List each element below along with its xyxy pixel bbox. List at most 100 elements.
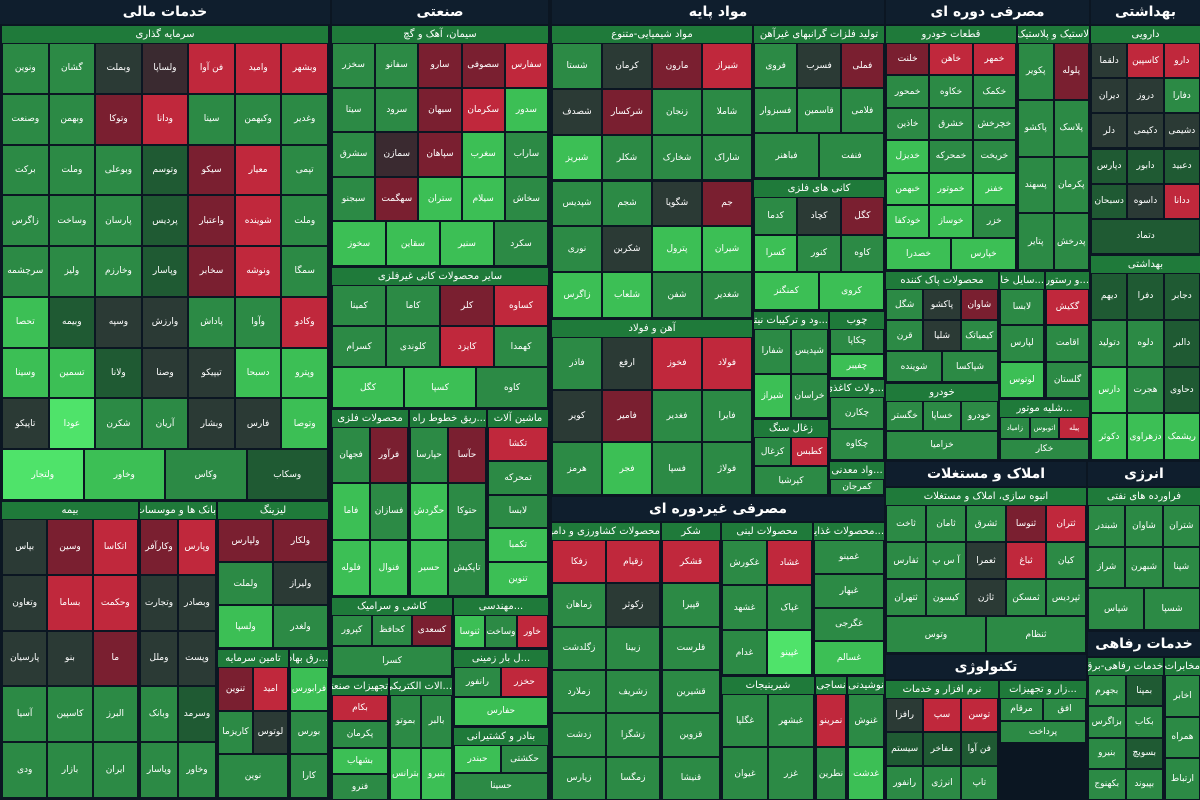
tile: شبندر (1088, 505, 1126, 547)
tile: دپارس (1091, 148, 1128, 184)
group-title: لیزینگ (218, 502, 328, 519)
tile: دکوثر (1091, 413, 1128, 460)
group-title: بهداشتی (1091, 256, 1200, 273)
group: ...مهندسی خاور وساخت ثنوسا (454, 598, 548, 648)
tile: زاگرس (552, 272, 602, 318)
tile: دالبر (1163, 319, 1200, 367)
tile: فسرب (797, 43, 841, 88)
tile: کاما (386, 285, 440, 326)
tile: وسین (47, 519, 93, 575)
group-title: شکر (662, 523, 720, 540)
group-title: فراورده های نفتی (1088, 488, 1200, 505)
tile: برکت (2, 144, 49, 196)
tile: بکاب (1125, 706, 1163, 738)
tile: فخوز (652, 337, 702, 390)
tile: وبملت (95, 43, 142, 94)
tile: سدور (504, 87, 548, 133)
tile: فاذر (552, 337, 602, 390)
tile: کرمان (602, 43, 652, 89)
tile: پکویر (1018, 43, 1054, 100)
tile: خکاوه (929, 75, 973, 108)
tile: کاریزما (218, 710, 253, 755)
tile: شپاکسا (942, 351, 998, 382)
tile: وارزش (141, 296, 189, 348)
tile: ثامان (926, 505, 966, 542)
group-title: ...رق بهادار (290, 650, 328, 667)
group: شیرینیجات غبشهر غگلپا غزر غیوان (722, 677, 814, 800)
tile: شبریز (552, 134, 602, 181)
tile: مرقام (1000, 698, 1043, 721)
tile: اتوبوس (1029, 417, 1060, 439)
tile: نوری (552, 226, 602, 273)
group: بنادر و کشتیرانی حکشتی حبندر حسینا (454, 728, 548, 800)
tile: شلعاب (602, 272, 652, 318)
tile: زگلدشت (552, 626, 606, 670)
group: سرمایه گذاری وبشهر وامید فن آوا ولساپا وبملت گ… (2, 26, 328, 500)
tile: سیتا (332, 87, 376, 133)
group-title: ...واد معدنی (830, 462, 884, 479)
tile: وکبهمن (234, 93, 282, 145)
tile: پیله (1059, 417, 1089, 439)
group-title: خودرو (886, 384, 998, 401)
tile: دیهم (1091, 273, 1128, 320)
tile: شکرن (95, 398, 142, 450)
tile: داسوه (1127, 183, 1164, 219)
tile: تیپیکو (188, 347, 235, 399)
tile: کروی (819, 272, 884, 310)
tile: بپیوند (1125, 768, 1163, 800)
tile: وملت (48, 144, 96, 196)
group: خدمات رفاهی-برق بمپنا بجهرم بکاب بزاگرس بسویچ… (1088, 658, 1163, 800)
tile: بنیرو (1088, 737, 1126, 769)
group: مواد شیمیایی-متنوع شیراز مارون کرمان شستا شام… (552, 26, 752, 318)
tile: وتوس (886, 616, 986, 653)
tile: کیسون (926, 579, 966, 616)
tile: رافزا (886, 698, 924, 732)
tile: کیان (1046, 542, 1086, 579)
tile: غبهار (814, 573, 884, 608)
tile: ایران (92, 742, 138, 798)
tile: چکارن (830, 397, 884, 429)
tile: ثمسکن (1006, 579, 1046, 616)
tile: ساراب (504, 132, 548, 177)
tile: وآوا (234, 296, 282, 348)
group-title: دارویی (1091, 26, 1200, 43)
tile: پسهند (1018, 156, 1054, 214)
tile: خبهمن (886, 172, 930, 206)
tile: کاسپین (1127, 43, 1164, 79)
tile: زبینا (606, 626, 660, 670)
tile: سشرق (332, 132, 376, 177)
tile: وتوصا (281, 398, 328, 450)
sector-title: مصرفی غیردوره ای (552, 497, 884, 521)
tile: خدیزل (886, 140, 930, 173)
tile: خودرو (960, 401, 998, 431)
tile: نوین (218, 754, 288, 798)
tile: فروی (754, 43, 798, 88)
tile: خچرخش (972, 107, 1016, 141)
tile: تاپیکو (2, 398, 49, 450)
group: تولید فلزات گرانبهای غیرآهن فملی فسرب فروی ف… (754, 26, 884, 178)
tile: پترول (652, 226, 702, 273)
tile: سپاهان (418, 132, 462, 177)
tile: رانفور (886, 766, 924, 800)
tile: کسرام (332, 326, 386, 367)
group: مخابرات اخابر همراه ارتباط (1165, 658, 1200, 800)
tile: وساخت (48, 195, 96, 247)
tile: بکهنوج (1088, 768, 1126, 800)
tile: شوینده (234, 195, 282, 247)
group: تامین سرمایه امید تنوین لوتوس کاریزما نوین (218, 650, 288, 798)
tile: سغرب (461, 132, 505, 177)
group: زغال سنگ کطبس کزغال کپرشیا (754, 420, 828, 495)
tile: خپارس (951, 237, 1016, 270)
tile: سیلام (461, 176, 505, 222)
tile: ثتران (1046, 505, 1086, 542)
tile: کگل (332, 367, 404, 408)
sector-title: املاک و مستغلات (886, 462, 1086, 486)
group-title: محصولات پاک کننده (886, 272, 998, 289)
tile: زمگسا (606, 756, 660, 800)
tile: شرکسار (602, 88, 652, 135)
tile: غیوان (722, 747, 768, 800)
sector-title: مصرفی دوره ای (886, 0, 1089, 24)
tile: پلاسک (1053, 99, 1089, 157)
tile: ثنوسا (1006, 505, 1046, 542)
tile: کویر (552, 389, 602, 443)
